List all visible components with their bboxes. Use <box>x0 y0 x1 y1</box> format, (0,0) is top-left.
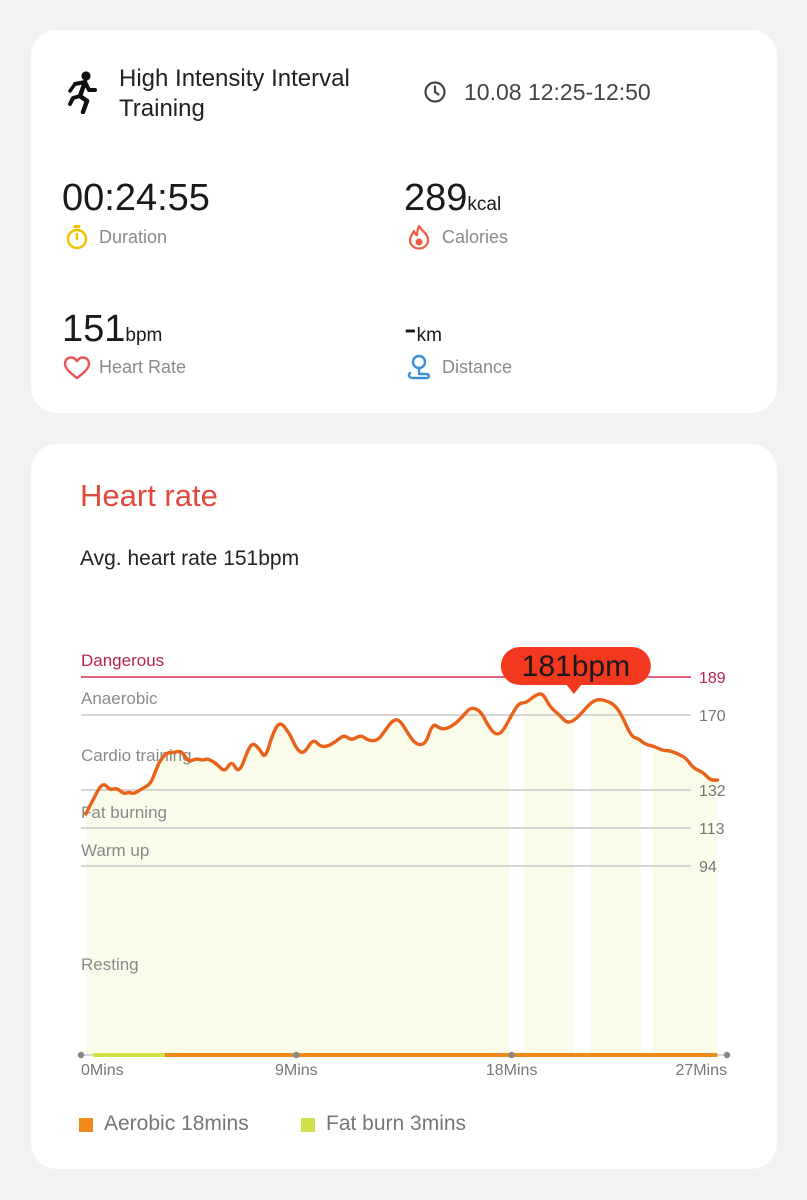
calories-label: Calories <box>442 227 509 247</box>
heart-icon <box>63 355 91 381</box>
workout-time-range: 10.08 12:25-12:50 <box>464 79 651 105</box>
zone-tick-fat-burning: 113 <box>699 821 725 838</box>
zone-tick-dangerous: 189 <box>699 670 726 687</box>
x-tick-label: 27Mins <box>675 1062 727 1079</box>
zone-label-cardio-training: Cardio training <box>81 746 192 765</box>
zone-label-anaerobic: Anaerobic <box>81 689 158 708</box>
peak-bubble <box>500 647 651 685</box>
duration-label: Duration <box>99 227 168 247</box>
x-tick-label: 0Mins <box>81 1062 124 1079</box>
peak-label: 181bpm <box>522 650 630 683</box>
heart-rate-area-fill <box>85 693 718 1055</box>
chart-fill-gap <box>509 674 524 1055</box>
calories-value: 289kcal <box>404 177 502 219</box>
zone-label-fat-burning: Fat burning <box>81 803 167 822</box>
stopwatch-icon <box>64 224 90 250</box>
zone-tick-anaerobic: 170 <box>699 708 726 725</box>
zone-label-warm-up: Warm up <box>81 841 149 860</box>
legend-label-aerobic: Aerobic 18mins <box>104 1112 249 1135</box>
chart-fill-gap <box>573 674 591 1055</box>
heart-rate-title: Heart rate <box>80 478 218 513</box>
chart-fill-gap <box>640 674 653 1055</box>
zone-tick-cardio-training: 132 <box>699 783 726 800</box>
heart-rate-card: Heart rate Avg. heart rate 151bpm 189 Dan… <box>31 444 777 1169</box>
legend-swatch-aerobic <box>79 1118 93 1132</box>
workout-title: High Intensity Interval Training <box>119 65 350 122</box>
distance-unit: km <box>416 325 442 346</box>
chart-legend: Aerobic 18mins Fat burn 3mins <box>79 1112 719 1142</box>
x-tick-label: 9Mins <box>275 1062 318 1079</box>
duration-value: 00:24:55 <box>62 177 210 219</box>
zone-label-dangerous: Dangerous <box>81 651 164 670</box>
heart-rate-value: 151bpm <box>62 308 163 350</box>
legend-swatch-fat-burn <box>301 1118 315 1132</box>
legend-label-fat-burn: Fat burn 3mins <box>326 1112 467 1135</box>
x-tick-label: 18Mins <box>486 1062 538 1079</box>
flame-icon <box>406 224 432 250</box>
calories-unit: kcal <box>467 194 502 215</box>
heart-rate-unit: bpm <box>125 325 163 346</box>
workout-summary-card: High Intensity Interval Training 10.08 1… <box>31 30 777 413</box>
x-tick-dot <box>508 1051 515 1059</box>
running-person-icon <box>65 70 97 115</box>
zone-label-resting: Resting <box>81 955 139 974</box>
zone-tick-warm-up: 94 <box>699 859 717 876</box>
x-tick-dot <box>723 1051 731 1059</box>
distance-label: Distance <box>442 357 513 377</box>
distance-value: -km <box>404 308 442 350</box>
location-pin-icon <box>406 353 432 381</box>
clock-icon <box>423 80 447 104</box>
heart-rate-line <box>84 692 720 816</box>
heart-rate-label: Heart Rate <box>99 357 187 377</box>
x-tick-dot <box>293 1051 300 1059</box>
avg-heart-rate-text: Avg. heart rate 151bpm <box>80 547 300 570</box>
peak-bubble-pointer <box>565 684 582 694</box>
x-tick-dot <box>77 1051 85 1059</box>
heart-rate-chart: 189 Dangerous 170 Anaerobic 132 Cardio traini… <box>77 647 731 1079</box>
